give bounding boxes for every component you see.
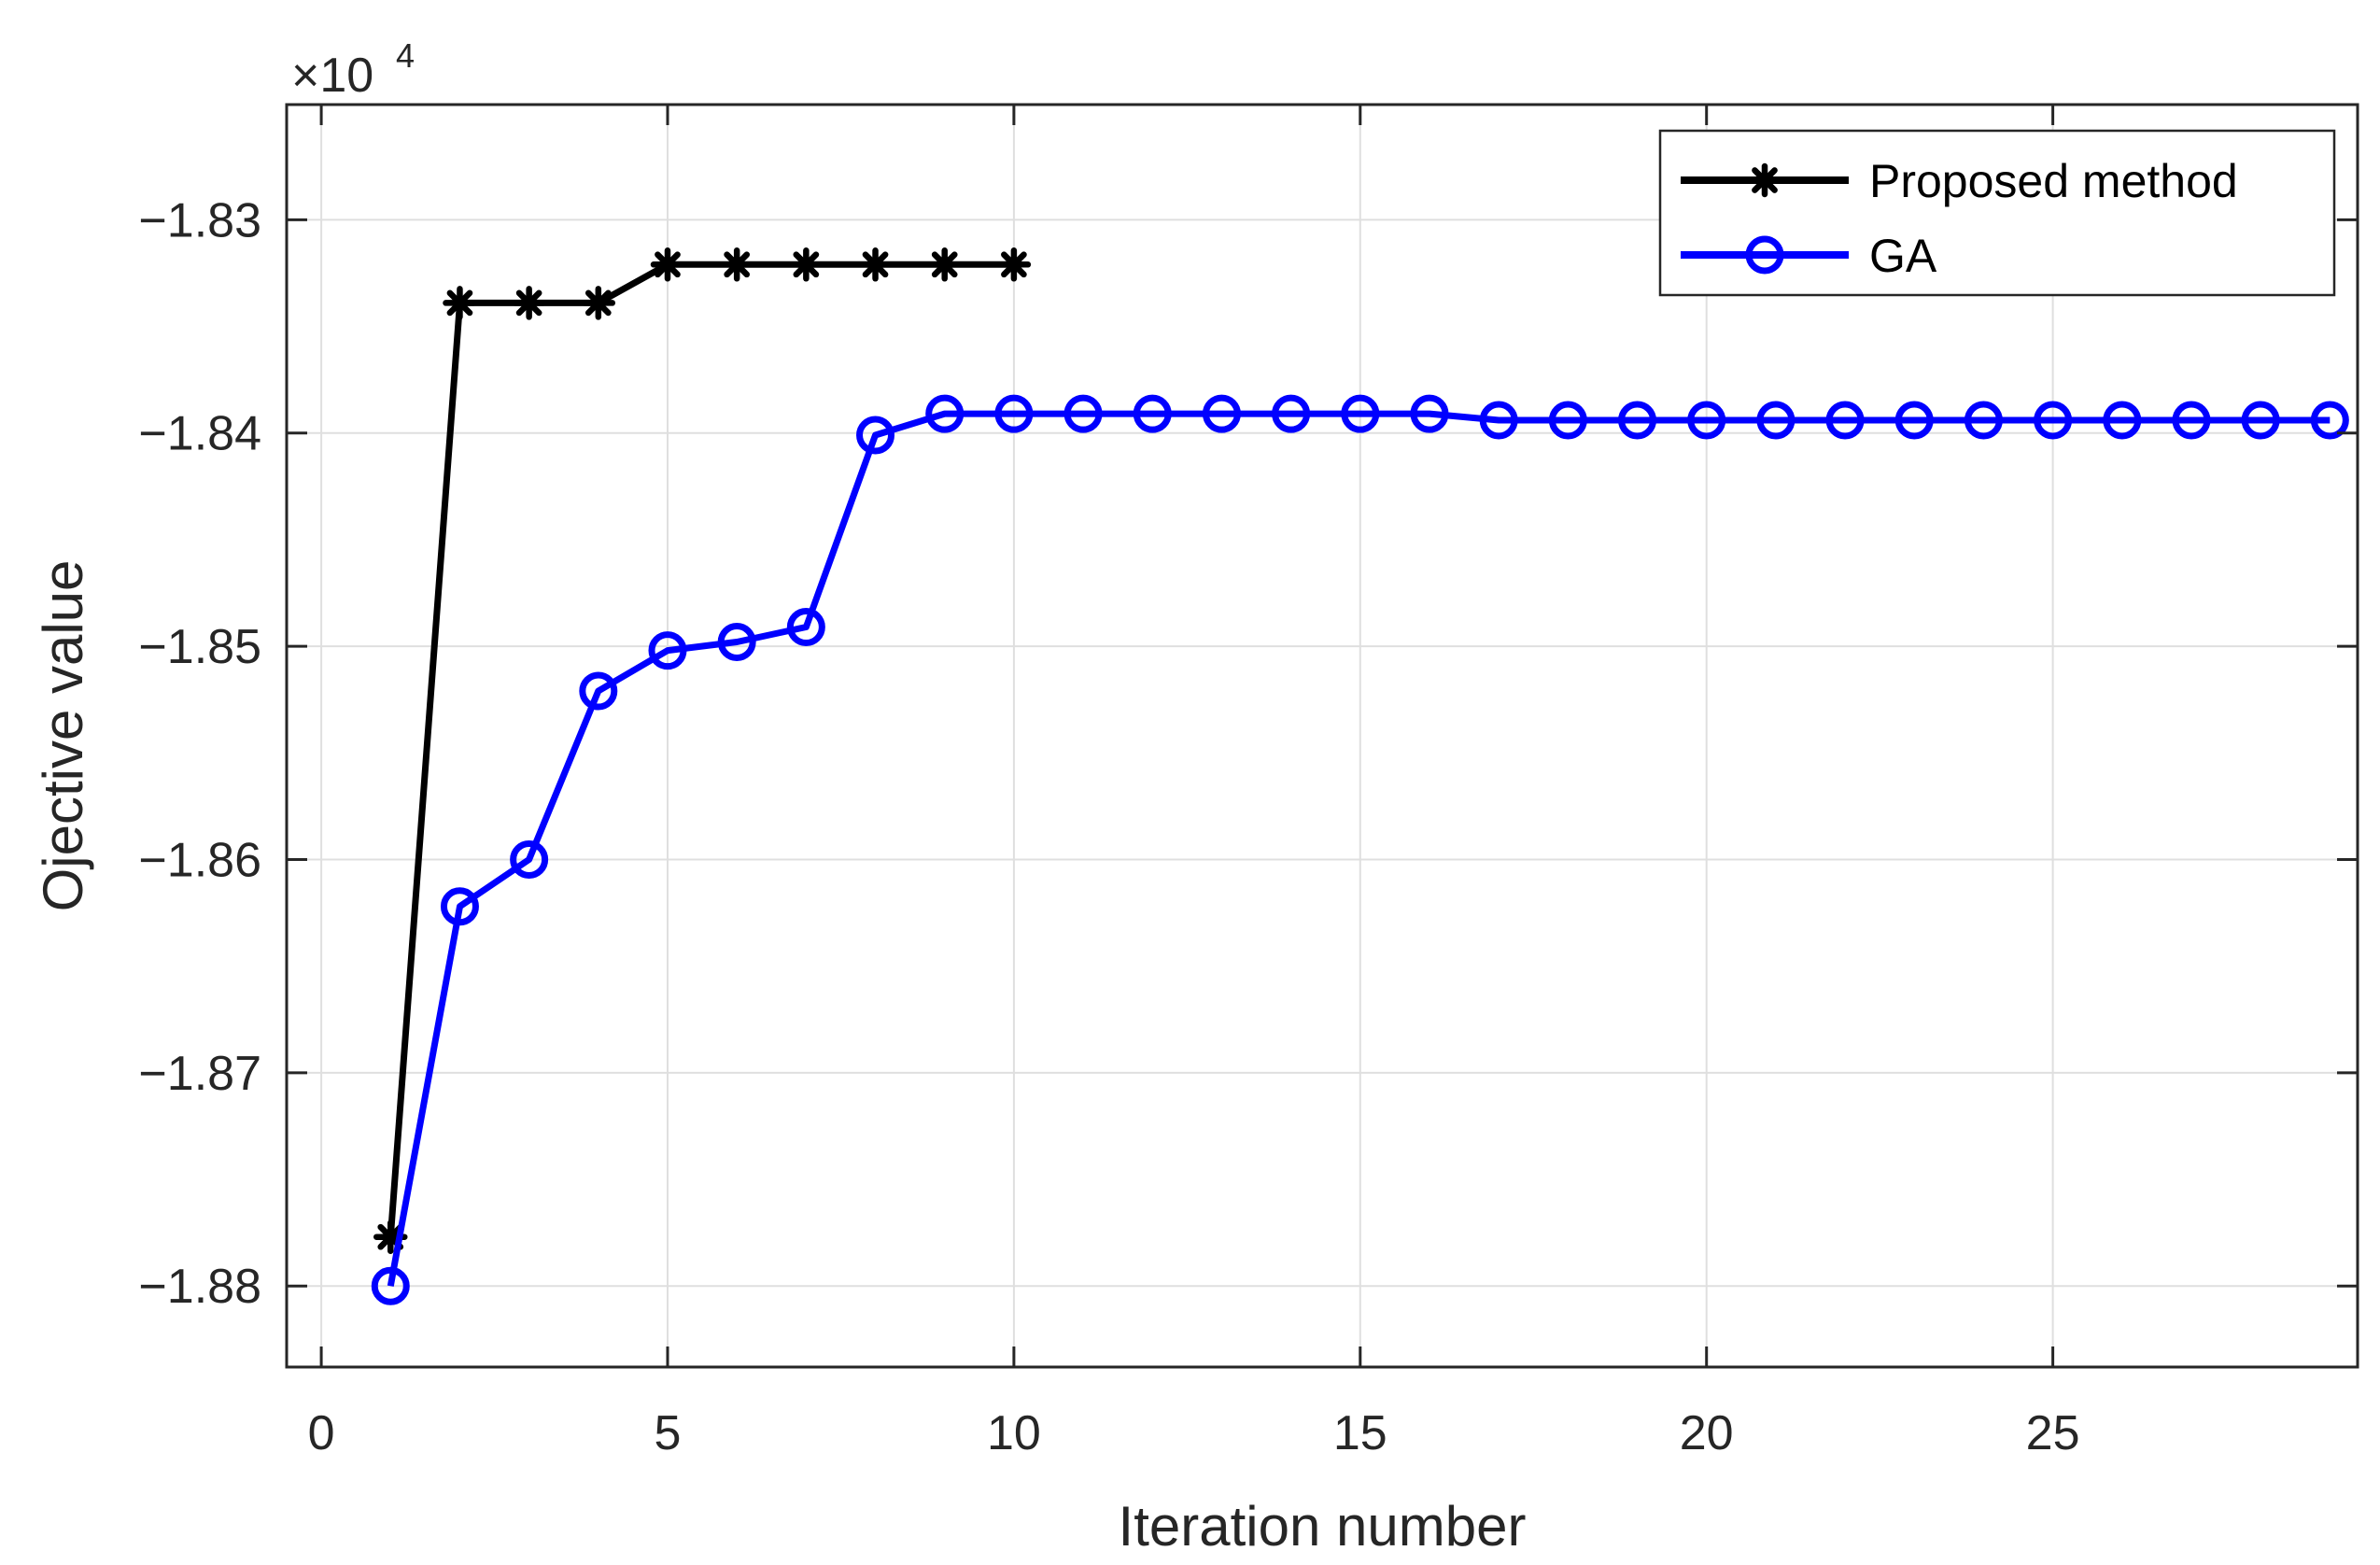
ticks [287,105,2358,1367]
y-tick-label: −1.84 [138,407,261,461]
y-multiplier-base: ×10 [291,49,373,103]
x-tick-label: 15 [1333,1406,1387,1460]
data-point-ga [1202,394,1241,433]
data-point-proposed-method [996,247,1032,282]
y-tick-label: −1.85 [138,620,261,674]
data-point-ga [2103,401,2142,440]
grid-lines [287,105,2358,1367]
data-point-ga [1063,394,1103,433]
data-point-proposed-method [927,247,962,282]
data-point-ga [648,631,687,670]
data-point-ga [1479,401,1518,440]
x-tick-label: 5 [655,1406,682,1460]
x-tick-label: 0 [308,1406,335,1460]
tick-labels: 0 5 10 15 20 25 −1.88 −1.87 −1.86 −1.85 −1.84 −1.83 [138,193,2079,1460]
legend-marker-symbol-proposed-method [1747,162,1782,198]
plot-frame [285,103,2359,1369]
data-point-ga [717,623,756,662]
data-point-proposed-method [789,247,824,282]
data-point-ga [579,671,618,711]
y-tick-label: −1.86 [138,833,261,887]
data-point-ga [1687,401,1726,440]
x-tick-label: 10 [987,1406,1041,1460]
data-point-ga [994,394,1034,433]
y-tick-label: −1.83 [138,193,261,247]
legend-item-proposed-method: Proposed method [1681,155,2238,207]
data-point-ga [1341,394,1380,433]
data-point-proposed-method [650,247,685,282]
data-point-ga [371,1266,410,1305]
data-point-ga [786,608,825,647]
data-point-ga [1133,394,1172,433]
legend-marker-ga [1745,235,1784,275]
plot-background [287,105,2358,1367]
data-point-ga [1894,401,1934,440]
data-point-ga [1756,401,1796,440]
data-point-ga [1825,401,1865,440]
legend-item-ga: GA [1681,230,1937,282]
data-point-ga [856,416,895,455]
y-multiplier-exponent: 4 [396,36,415,75]
series-proposed-method [373,247,1032,1254]
data-point-ga [1410,394,1449,433]
data-point-ga [440,887,479,926]
data-point-ga [2172,401,2211,440]
data-point-proposed-method [719,247,754,282]
x-tick-label: 20 [1680,1406,1734,1460]
data-point-ga [925,394,965,433]
y-axis-label: Ojective value [32,560,94,912]
series-line-proposed-method [387,261,1014,1237]
series-line-ga [387,410,2331,1287]
data-point-proposed-method [858,247,893,282]
data-point-proposed-method [443,286,477,320]
data-point-ga [1548,401,1587,440]
data-point-proposed-method [512,286,546,320]
data-point-ga [2241,401,2280,440]
data-point-ga [2034,401,2073,440]
y-tick-label: −1.87 [138,1047,261,1101]
data-point-proposed-method [581,286,616,320]
series-layer [371,247,2349,1305]
data-point-ga [510,839,549,879]
x-tick-label: 25 [2026,1406,2080,1460]
data-point-ga [1272,394,1311,433]
data-point-ga [2310,401,2349,440]
legend-label-proposed-method: Proposed method [1869,155,2238,207]
legend-marker-symbol-ga [1745,235,1784,275]
y-tick-label: −1.88 [138,1260,261,1314]
series-ga [371,394,2349,1305]
legend-label-ga: GA [1869,230,1937,282]
data-point-ga [1618,401,1657,440]
data-point-ga [1964,401,2003,440]
x-axis-label: Iteration number [1119,1495,1527,1558]
legend-marker-proposed-method [1747,162,1782,198]
legend: Proposed method GA [1658,129,2336,297]
